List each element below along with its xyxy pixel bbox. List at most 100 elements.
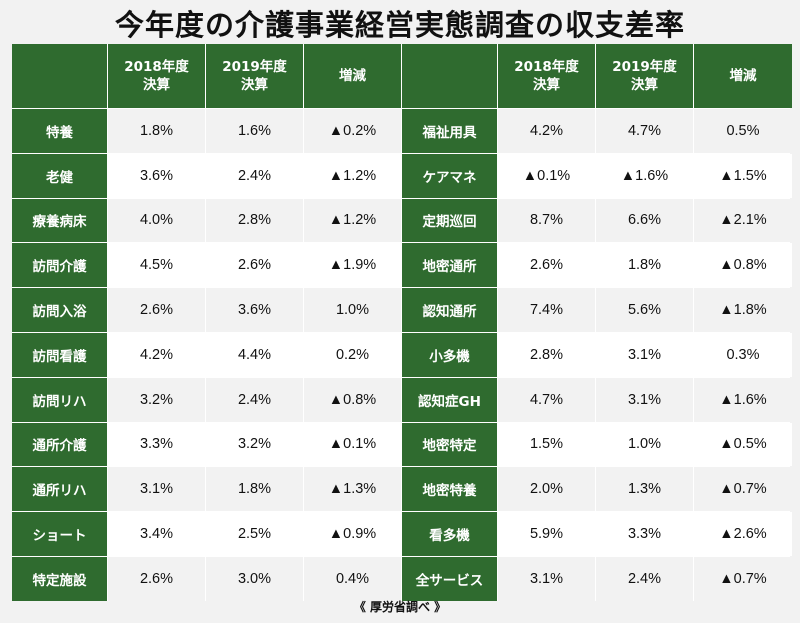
value-diff: ▲0.1%: [304, 422, 401, 467]
table-container: 2018年度 決算 2019年度 決算 増減 2018年度 決算 2019年度 決算 増減 特養 1.…: [12, 44, 792, 601]
row-label: 認知症GH: [402, 377, 497, 422]
page-title: 今年度の介護事業経営実態調査の収支差率: [114, 8, 685, 42]
value-2018: 4.2%: [498, 109, 595, 153]
row-label: 全サービス: [402, 556, 497, 601]
value-diff: ▲0.8%: [304, 377, 401, 422]
value-2018: ▲0.1%: [498, 153, 595, 198]
value-2019: 1.0%: [596, 422, 693, 467]
row-label: 看多機: [402, 512, 497, 556]
value-2018: 3.3%: [108, 422, 205, 467]
value-diff: ▲1.2%: [304, 198, 401, 243]
value-2019: 1.8%: [596, 243, 693, 288]
value-diff: ▲2.1%: [694, 198, 792, 243]
row-label: 地密通所: [402, 243, 497, 288]
value-diff: ▲0.7%: [694, 556, 792, 601]
value-2019: 5.6%: [596, 288, 693, 332]
value-diff: 0.4%: [304, 556, 401, 601]
value-diff: ▲0.2%: [304, 109, 401, 153]
header-2019-left-line: 2019年度: [222, 58, 287, 75]
row-label: 通所介護: [12, 422, 107, 467]
value-2019: 3.1%: [596, 332, 693, 377]
value-2019: 1.8%: [206, 467, 303, 512]
value-2018: 2.6%: [108, 556, 205, 601]
header-corner-right: [402, 44, 497, 108]
value-2018: 5.9%: [498, 512, 595, 556]
row-label: 定期巡回: [402, 198, 497, 243]
value-2018: 4.5%: [108, 243, 205, 288]
value-2019: 3.3%: [596, 512, 693, 556]
row-label: 小多機: [402, 332, 497, 377]
row-label: 訪問入浴: [12, 288, 107, 332]
value-2019: 2.4%: [206, 153, 303, 198]
row-label: 特定施設: [12, 556, 107, 601]
header-2019-right-line: 決算: [631, 77, 658, 93]
row-label: 訪問リハ: [12, 377, 107, 422]
value-2019: 6.6%: [596, 198, 693, 243]
value-2018: 3.6%: [108, 153, 205, 198]
value-2018: 3.1%: [498, 556, 595, 601]
value-2018: 1.5%: [498, 422, 595, 467]
header-2018-left: 2018年度 決算: [108, 44, 205, 108]
value-2019: 3.6%: [206, 288, 303, 332]
value-diff: 0.2%: [304, 332, 401, 377]
value-2018: 2.6%: [108, 288, 205, 332]
header-2018-left-line: 決算: [143, 77, 170, 93]
value-2018: 7.4%: [498, 288, 595, 332]
header-2018-right-line: 決算: [533, 77, 560, 93]
value-diff: ▲0.5%: [694, 422, 792, 467]
row-label: 療養病床: [12, 198, 107, 243]
row-label: ケアマネ: [402, 153, 497, 198]
value-diff: ▲0.9%: [304, 512, 401, 556]
value-diff: ▲1.8%: [694, 288, 792, 332]
value-2018: 8.7%: [498, 198, 595, 243]
value-2019: 1.6%: [206, 109, 303, 153]
data-table: 2018年度 決算 2019年度 決算 増減 2018年度 決算 2019年度 決算 増減 特養 1.…: [12, 44, 792, 601]
value-2018: 4.2%: [108, 332, 205, 377]
row-label: 地密特養: [402, 467, 497, 512]
value-diff: ▲1.6%: [694, 377, 792, 422]
value-2018: 2.8%: [498, 332, 595, 377]
value-2019: 4.7%: [596, 109, 693, 153]
header-2018-left-line: 2018年度: [124, 58, 189, 75]
value-2019: 1.3%: [596, 467, 693, 512]
header-2019-left-line: 決算: [241, 77, 268, 93]
value-2018: 4.7%: [498, 377, 595, 422]
value-2019: 4.4%: [206, 332, 303, 377]
row-label: 通所リハ: [12, 467, 107, 512]
value-diff: ▲1.9%: [304, 243, 401, 288]
value-2019: ▲1.6%: [596, 153, 693, 198]
row-label: 老健: [12, 153, 107, 198]
value-2018: 3.1%: [108, 467, 205, 512]
source-note: 《 厚労省調べ 》: [353, 600, 447, 614]
value-2019: 3.2%: [206, 422, 303, 467]
value-2019: 3.0%: [206, 556, 303, 601]
value-2019: 2.4%: [206, 377, 303, 422]
header-2019-right-line: 2019年度: [612, 58, 677, 75]
value-diff: ▲0.7%: [694, 467, 792, 512]
header-2019-right: 2019年度 決算: [596, 44, 693, 108]
value-2018: 1.8%: [108, 109, 205, 153]
value-2019: 2.4%: [596, 556, 693, 601]
header-2018-right-line: 2018年度: [514, 58, 579, 75]
header-diff-left: 増減: [304, 44, 401, 108]
row-label: 特養: [12, 109, 107, 153]
value-2018: 2.0%: [498, 467, 595, 512]
value-diff: ▲1.2%: [304, 153, 401, 198]
value-diff: 1.0%: [304, 288, 401, 332]
row-label: ショート: [12, 512, 107, 556]
value-2019: 2.6%: [206, 243, 303, 288]
value-diff: 0.5%: [694, 109, 792, 153]
row-label: 訪問介護: [12, 243, 107, 288]
value-diff: ▲1.3%: [304, 467, 401, 512]
header-2019-left: 2019年度 決算: [206, 44, 303, 108]
row-label: 福祉用具: [402, 109, 497, 153]
value-2018: 2.6%: [498, 243, 595, 288]
row-label: 認知通所: [402, 288, 497, 332]
header-corner-left: [12, 44, 107, 108]
value-diff: ▲1.5%: [694, 153, 792, 198]
value-2019: 3.1%: [596, 377, 693, 422]
value-2018: 3.2%: [108, 377, 205, 422]
row-label: 地密特定: [402, 422, 497, 467]
value-2019: 2.5%: [206, 512, 303, 556]
value-diff: 0.3%: [694, 332, 792, 377]
